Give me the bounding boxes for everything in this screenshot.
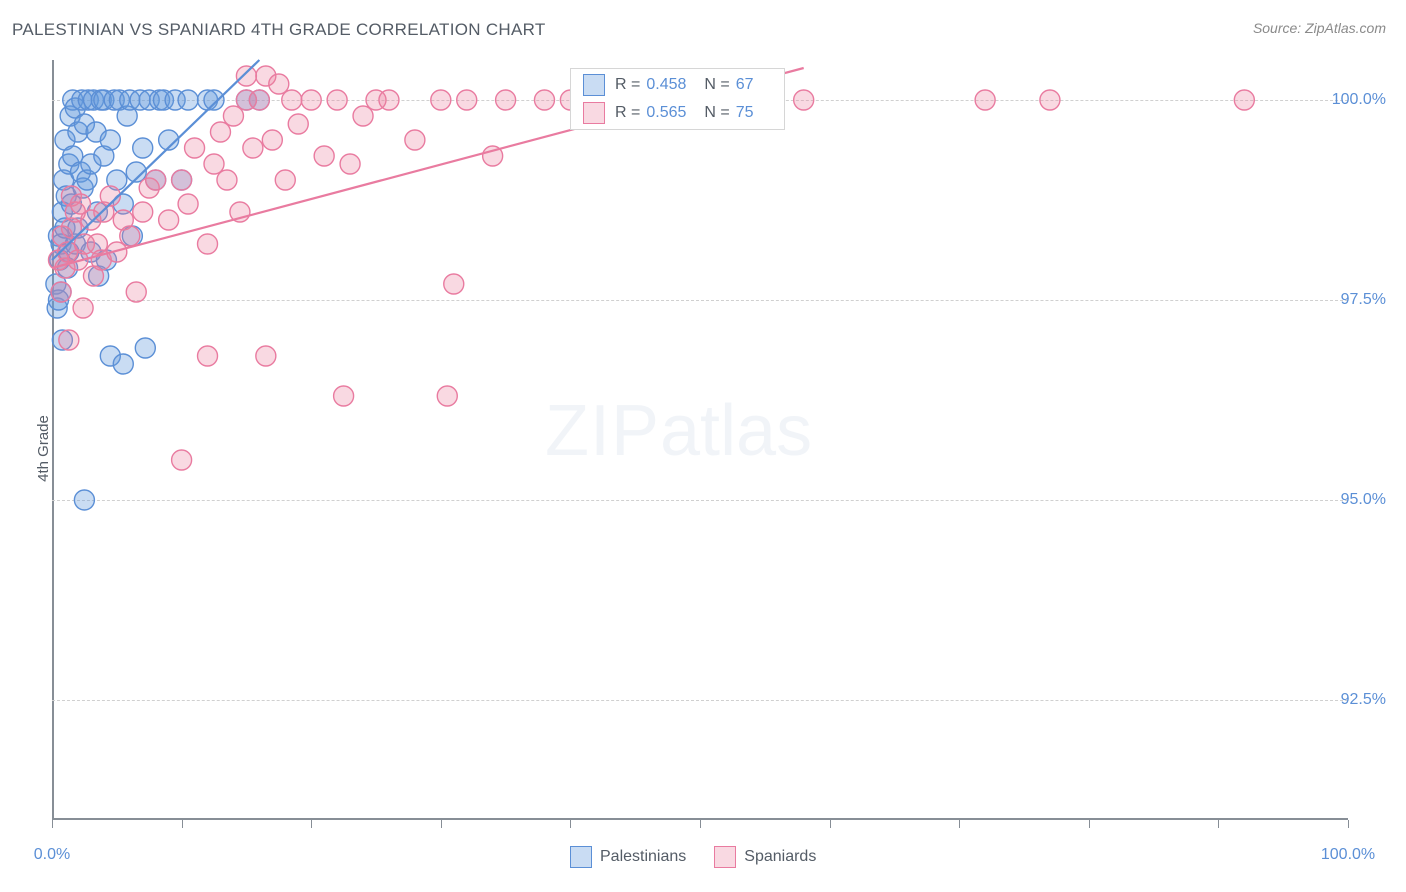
data-point: [133, 202, 153, 222]
data-point: [496, 90, 516, 110]
xtick: [959, 820, 960, 828]
xtick: [1218, 820, 1219, 828]
n-label: N =: [704, 104, 729, 122]
data-point: [172, 170, 192, 190]
data-point: [172, 450, 192, 470]
xtick: [570, 820, 571, 828]
data-point: [794, 90, 814, 110]
y-axis-label: 4th Grade: [35, 415, 52, 482]
xtick: [311, 820, 312, 828]
xtick: [441, 820, 442, 828]
data-point: [282, 90, 302, 110]
data-point: [198, 346, 218, 366]
data-point: [405, 130, 425, 150]
data-point: [1234, 90, 1254, 110]
xtick: [700, 820, 701, 828]
data-point: [256, 346, 276, 366]
data-point: [159, 210, 179, 230]
r-value: 0.458: [646, 76, 686, 94]
xtick: [52, 820, 53, 828]
legend-swatch: [583, 74, 605, 96]
data-point: [135, 338, 155, 358]
data-point: [288, 114, 308, 134]
data-point: [100, 130, 120, 150]
data-point: [353, 106, 373, 126]
correlation-row: R = 0.565 N = 75: [571, 99, 784, 127]
data-point: [457, 90, 477, 110]
data-point: [249, 90, 269, 110]
data-point: [275, 170, 295, 190]
data-point: [113, 354, 133, 374]
data-point: [146, 170, 166, 190]
xtick-label: 100.0%: [1321, 846, 1375, 864]
xtick-label: 0.0%: [34, 846, 70, 864]
r-label: R =: [615, 104, 640, 122]
n-label: N =: [704, 76, 729, 94]
data-point: [437, 386, 457, 406]
correlation-legend-box: R = 0.458 N = 67 R = 0.565 N = 75: [570, 68, 785, 130]
xtick: [1348, 820, 1349, 828]
r-label: R =: [615, 76, 640, 94]
data-point: [223, 106, 243, 126]
data-point: [178, 90, 198, 110]
bottom-legend: Palestinians Spaniards: [570, 846, 816, 868]
chart-title: PALESTINIAN VS SPANIARD 4TH GRADE CORREL…: [12, 20, 546, 40]
data-point: [262, 130, 282, 150]
data-point: [120, 226, 140, 246]
data-point: [198, 234, 218, 254]
data-point: [178, 194, 198, 214]
n-value: 67: [736, 76, 754, 94]
legend-swatch: [583, 102, 605, 124]
data-point: [204, 154, 224, 174]
legend-label: Palestinians: [600, 848, 686, 865]
legend-item: Spaniards: [714, 846, 816, 868]
xtick: [830, 820, 831, 828]
data-point: [126, 282, 146, 302]
data-point: [431, 90, 451, 110]
data-point: [74, 490, 94, 510]
data-point: [185, 138, 205, 158]
data-point: [51, 282, 71, 302]
scatter-plot: [52, 60, 1348, 820]
data-point: [1040, 90, 1060, 110]
n-value: 75: [736, 104, 754, 122]
data-point: [314, 146, 334, 166]
data-point: [340, 154, 360, 174]
legend-item: Palestinians: [570, 846, 686, 868]
data-point: [301, 90, 321, 110]
data-point: [243, 138, 263, 158]
data-point: [236, 66, 256, 86]
xtick: [182, 820, 183, 828]
data-point: [327, 90, 347, 110]
data-point: [379, 90, 399, 110]
correlation-row: R = 0.458 N = 67: [571, 71, 784, 99]
legend-swatch: [714, 846, 736, 868]
data-point: [210, 122, 230, 142]
data-point: [534, 90, 554, 110]
data-point: [444, 274, 464, 294]
source-attribution: Source: ZipAtlas.com: [1253, 20, 1386, 36]
legend-swatch: [570, 846, 592, 868]
data-point: [59, 330, 79, 350]
data-point: [73, 298, 93, 318]
data-point: [204, 90, 224, 110]
data-point: [217, 170, 237, 190]
xtick: [1089, 820, 1090, 828]
data-point: [975, 90, 995, 110]
data-point: [133, 138, 153, 158]
data-point: [269, 74, 289, 94]
data-point: [334, 386, 354, 406]
r-value: 0.565: [646, 104, 686, 122]
legend-label: Spaniards: [744, 848, 816, 865]
